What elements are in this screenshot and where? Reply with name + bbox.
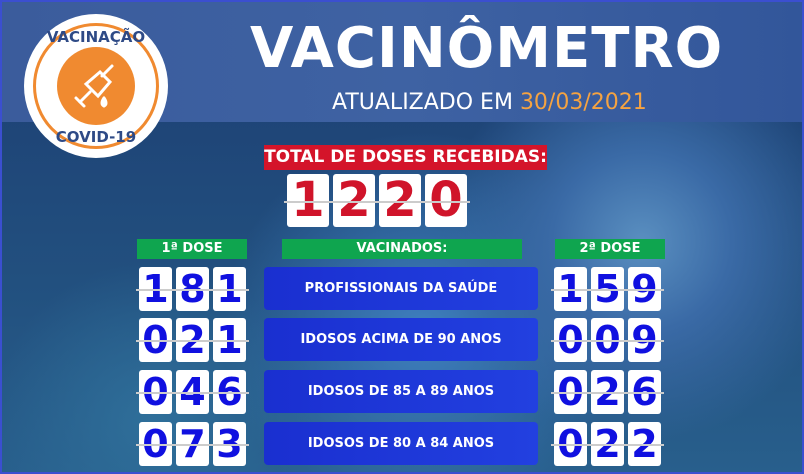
- vaccination-logo: VACINAÇÃO COVID-19: [24, 14, 168, 158]
- category-label: IDOSOS DE 85 A 89 ANOS: [264, 370, 538, 413]
- digit: 0: [551, 318, 590, 362]
- digit: 0: [136, 422, 175, 466]
- logo-top-text: VACINAÇÃO: [46, 28, 146, 46]
- total-doses-label: TOTAL DE DOSES RECEBIDAS:: [264, 145, 547, 170]
- updated-line: ATUALIZADO EM 30/03/2021: [332, 90, 647, 115]
- digit: 4: [173, 370, 212, 414]
- digit: 1: [210, 318, 249, 362]
- digit: 2: [588, 422, 627, 466]
- vaccinated-header: VACINADOS:: [282, 239, 522, 259]
- digit: 2: [588, 370, 627, 414]
- category-label: PROFISSIONAIS DA SAÚDE: [264, 267, 538, 310]
- digit: 1: [284, 174, 332, 227]
- digit: 2: [625, 422, 664, 466]
- digit: 1: [210, 267, 249, 311]
- digit: 6: [210, 370, 249, 414]
- dose1-header: 1ª DOSE: [137, 239, 247, 259]
- digit: 1: [136, 267, 175, 311]
- digit: 2: [173, 318, 212, 362]
- digit: 0: [422, 174, 470, 227]
- digit: 8: [173, 267, 212, 311]
- logo-bottom-text: COVID-19: [55, 128, 137, 146]
- digit: 0: [588, 318, 627, 362]
- digit: 2: [330, 174, 378, 227]
- digit: 0: [551, 422, 590, 466]
- digit: 0: [136, 370, 175, 414]
- dose2-header: 2ª DOSE: [555, 239, 665, 259]
- digit: 3: [210, 422, 249, 466]
- digit: 1: [551, 267, 590, 311]
- digit: 0: [551, 370, 590, 414]
- updated-label: ATUALIZADO EM: [332, 90, 513, 115]
- digit: 7: [173, 422, 212, 466]
- updated-date: 30/03/2021: [519, 90, 647, 115]
- category-label: IDOSOS ACIMA DE 90 ANOS: [264, 318, 538, 361]
- page-title: VACINÔMETRO: [250, 16, 724, 81]
- digit: 9: [625, 267, 664, 311]
- digit: 9: [625, 318, 664, 362]
- category-label: IDOSOS DE 80 A 84 ANOS: [264, 422, 538, 465]
- digit: 5: [588, 267, 627, 311]
- total-doses-counter: 1 2 2 0: [284, 174, 470, 227]
- digit: 6: [625, 370, 664, 414]
- digit: 0: [136, 318, 175, 362]
- digit: 2: [376, 174, 424, 227]
